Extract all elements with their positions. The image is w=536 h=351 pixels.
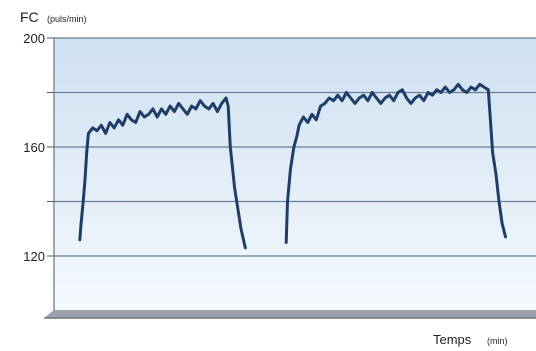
x-axis-floor	[44, 310, 536, 318]
x-axis-unit: (min)	[487, 336, 508, 346]
y-axis-label: FC	[20, 9, 39, 25]
y-axis-unit: (puls/min)	[47, 14, 87, 24]
y-tick-label: 160	[23, 140, 45, 155]
y-tick-label: 120	[23, 249, 45, 264]
plot-area	[54, 38, 536, 310]
x-axis-label: Temps	[433, 332, 472, 347]
y-tick-label: 200	[23, 31, 45, 46]
